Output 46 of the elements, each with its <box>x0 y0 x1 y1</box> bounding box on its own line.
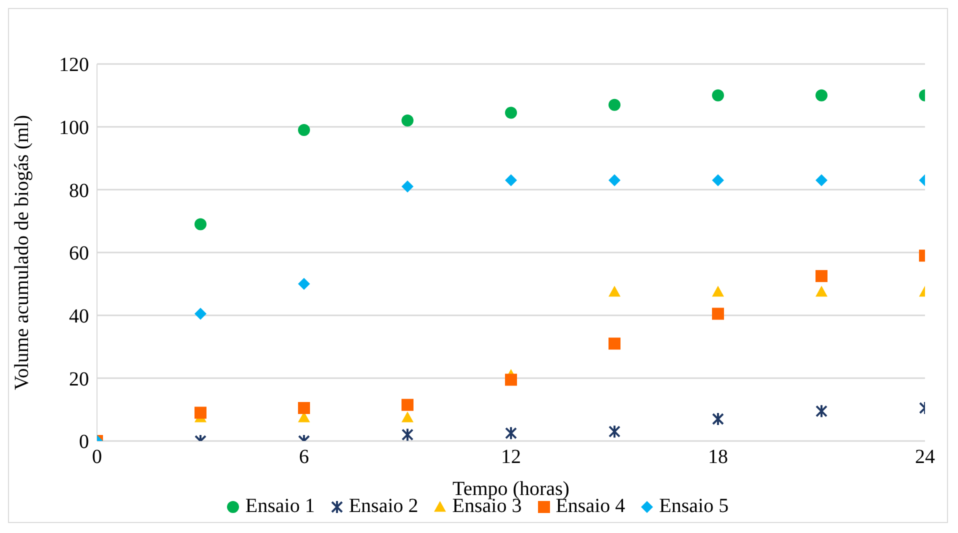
y-tick-label: 40 <box>69 305 89 328</box>
point <box>194 308 206 320</box>
legend-label: Ensaio 1 <box>245 495 315 518</box>
x-tick-label: 12 <box>501 446 521 468</box>
point <box>816 404 828 418</box>
point <box>816 174 828 186</box>
point <box>816 89 828 102</box>
point <box>402 411 414 422</box>
point <box>816 286 828 297</box>
x-tick-label: 6 <box>299 446 309 468</box>
y-tick-label: 0 <box>79 431 89 454</box>
point <box>402 428 414 441</box>
point <box>608 98 620 111</box>
point <box>194 218 206 230</box>
y-tick-label: 80 <box>69 180 89 202</box>
x-tick-label: 18 <box>708 446 728 468</box>
y-tick-label: 60 <box>69 242 89 265</box>
point <box>402 114 414 127</box>
point <box>194 406 206 419</box>
y-axis-title: Volume acumulado de biogás (ml) <box>11 114 34 390</box>
point <box>712 89 724 102</box>
point <box>608 286 620 297</box>
point <box>608 174 620 186</box>
point <box>712 286 724 297</box>
point <box>298 124 310 136</box>
point <box>505 106 517 119</box>
x-axis-title: Tempo (horas) <box>452 478 570 500</box>
point <box>402 398 414 411</box>
legend-label: Ensaio 5 <box>659 495 729 518</box>
point <box>712 412 724 426</box>
point <box>712 174 724 186</box>
point <box>298 402 310 414</box>
point <box>816 270 828 282</box>
y-tick-label: 120 <box>59 54 89 76</box>
point <box>712 308 724 320</box>
point <box>505 174 517 186</box>
y-tick-label: 100 <box>59 116 89 139</box>
y-tick-label: 20 <box>69 368 89 390</box>
point <box>505 374 517 386</box>
legend-label: Ensaio 2 <box>348 495 418 518</box>
point <box>608 424 620 439</box>
point <box>505 426 517 440</box>
point <box>608 338 620 350</box>
point <box>298 278 310 290</box>
point <box>402 180 414 193</box>
x-tick-label: 24 <box>915 446 935 468</box>
